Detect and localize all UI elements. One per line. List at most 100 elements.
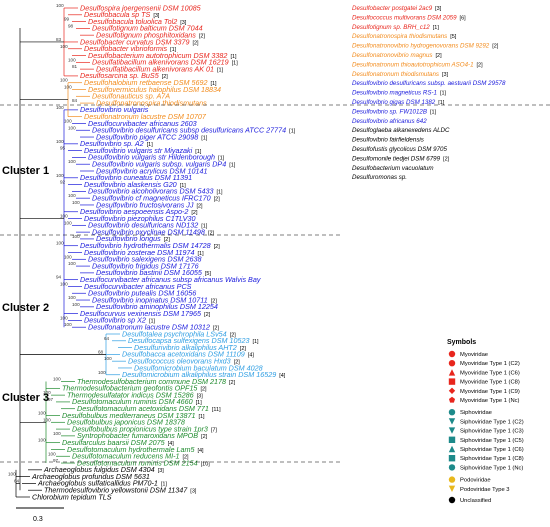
- taxon-name: Thermodesulfobacterium commune DSM 2178: [77, 377, 226, 386]
- taxon-label: Desulfovibrio salexigens DSM 2638: [88, 255, 201, 264]
- bootstrap-value: 64: [14, 478, 20, 483]
- isolate-count: [11]: [212, 407, 221, 413]
- taxon-label: Desulfovibrio vulgaris subsp. vulgaris D…: [92, 160, 236, 169]
- isolate-count: [2]: [204, 312, 211, 318]
- taxon-name: Desulfoglaeba alkanexedens ALDC: [352, 127, 450, 134]
- legend-label: Myoviridae: [460, 352, 488, 358]
- bootstrap-value: 100: [68, 261, 76, 266]
- isolate-count: [2]: [214, 244, 221, 250]
- scale-bar: 0.3: [16, 507, 64, 523]
- isolate-count: [2]: [162, 74, 169, 80]
- taxon-name: Desulfovibrio longus: [96, 234, 161, 243]
- legend-symbol: [448, 387, 456, 394]
- taxon-name: Desulfosarcina sp. BuS5: [80, 71, 160, 80]
- isolate-count: [3]: [190, 489, 197, 495]
- isolate-count: [2]: [492, 44, 499, 50]
- taxon-label: Archaeoglobus fulgidus DSM 4304 [3]: [43, 465, 164, 474]
- taxon-label: Archaeoglobus profundus DSM 5631: [31, 472, 150, 481]
- legend-label: Myoviridae Type 1 (C2): [460, 361, 520, 367]
- taxon-label: Desulfocurvibacter africanus 2603: [88, 119, 197, 128]
- taxon-label: Desulfovibrio alcoholivorans DSM 5433 [1]: [88, 187, 223, 196]
- isolate-count: [1]: [161, 482, 168, 488]
- isolate-count: [2]: [201, 434, 208, 440]
- bootstrap-value: 100: [56, 3, 64, 8]
- taxon-name: Desulfovibrio aminophilus DSM 12254: [96, 302, 218, 311]
- legend-label: Siphoviridae Type 1 (C5): [460, 438, 524, 444]
- taxon-label: Archaeoglobus sulfaticallidus PM70-1 [1]: [37, 479, 167, 488]
- bootstrap-value: 100: [72, 234, 80, 239]
- taxon-name: Desulfocurvus vexinensis DSM 17965: [80, 309, 202, 318]
- bootstrap-value: 68: [98, 349, 104, 354]
- taxon-label: Desulfotomaculum ruminis DSM 4660 [1]: [72, 397, 202, 406]
- taxon-name: Desulfovibrio alaskensis G20: [84, 180, 177, 189]
- taxon-name: Desulfovibrio cf magneticus IFRC170: [92, 193, 211, 202]
- isolate-count: [2]: [214, 196, 221, 202]
- taxon-name: Desulfotomaculum hydrothermale Lam5: [67, 445, 195, 454]
- right-taxon-label: Desulfovibrio fairfieldensis: [352, 137, 424, 144]
- taxon-label: Desulfomicrobium baculatum DSM 4028: [134, 363, 263, 372]
- taxon-name: Archaeoglobus sulfaticallidus PM70-1: [37, 479, 158, 488]
- taxon-name: Desulfovibrio alcoholivorans DSM 5433: [88, 187, 213, 196]
- taxon-name: Desulfobacterium vacuolatum: [352, 165, 434, 172]
- bootstrap-value: 99: [64, 17, 70, 22]
- right-taxon-label: Desulfoglaeba alkanexedens ALDC: [352, 127, 450, 134]
- taxon-name: Desulfofustis glycolicus DSM 9705: [352, 146, 447, 153]
- right-taxon-label: Desulfomonile tiedjei DSM 6799 [2]: [352, 155, 450, 162]
- isolate-count: [2]: [164, 237, 171, 243]
- bootstrap-value: 83: [56, 37, 62, 42]
- bootstrap-value: 100: [56, 173, 64, 178]
- taxon-name: Desulfovibrio sp. A2: [80, 139, 144, 148]
- bootstrap-value: 100: [60, 214, 68, 219]
- isolate-count: [2]: [182, 455, 189, 461]
- taxon-name: Desulfotomaculum ruminis DSM 4660: [72, 397, 193, 406]
- isolate-count: [1]: [149, 319, 156, 325]
- taxon-name: Desulfotomaculum ruminis DSM 2154: [77, 458, 198, 467]
- bootstrap-value: 100: [104, 356, 112, 361]
- taxon-name: Desulfovibrio fructosivorans JJ: [96, 200, 194, 209]
- taxon-name: Desulfobacterium autotrophicum DSM 3382: [88, 51, 227, 60]
- isolate-count: [2]: [443, 156, 450, 162]
- taxon-label: Desulfocurvus vexinensis DSM 17965 [2]: [80, 309, 211, 318]
- taxon-label: Desulfovibrio vulgaris str Hildenborough…: [88, 153, 225, 162]
- taxon-label: Desulfobacca acetoxidans DSM 11109 [4]: [122, 350, 254, 359]
- legend-label: Myoviridae Type 1 (C9): [460, 389, 520, 395]
- taxon-label: Desulfotomaculum ruminis DSM 2154 [10]: [77, 458, 210, 467]
- isolate-count: [2]: [234, 359, 241, 365]
- taxon-label: Desulfobulbus propionicus type strain 1p…: [72, 424, 217, 433]
- taxon-name: Desulfonauticus sp. A7A: [92, 92, 170, 101]
- taxon-name: Thermodesulfatator indicus DSM 15286: [67, 390, 194, 399]
- taxon-label: Desulfatibacillum alkenivorans AK 01 [1]: [96, 64, 224, 73]
- legend-label: Podoviridae: [460, 478, 491, 484]
- taxon-name: Desulfonatronum thioautotrophicum ASO4-1: [352, 61, 474, 68]
- isolate-count: [1]: [201, 135, 208, 141]
- taxon-name: Desulfovibrio vulgaris str Hildenborough: [88, 153, 215, 162]
- taxon-name: Desulfovibrio zosterae DSM 11974: [84, 248, 195, 257]
- isolate-count: [2]: [435, 53, 442, 59]
- legend-symbol: [448, 445, 456, 453]
- taxon-label: Desulfomicrobium alkaliphilus strain DSM…: [122, 370, 286, 379]
- legend-label: Siphoviridae Type 1 (C6): [460, 447, 524, 453]
- isolate-count: [1]: [232, 61, 239, 67]
- scale-bar-label: 0.3: [33, 516, 43, 523]
- taxon-label: Desulfovibrio putealis DSM 16056: [88, 289, 196, 298]
- taxon-name: Desulfovibrio desulfuricans ND132: [88, 221, 198, 230]
- isolate-count: [2]: [477, 62, 484, 68]
- taxon-name: Desulfonatronum thiodismutans: [352, 71, 439, 78]
- bootstrap-value: 100: [48, 451, 56, 456]
- legend-symbol: [448, 485, 456, 492]
- isolate-count: [1]: [440, 91, 447, 97]
- legend-label: Podoviridae Type 3: [460, 487, 510, 493]
- taxon-label: Desulfonatronospira thiodismutans: [96, 98, 207, 107]
- bootstrap-value: 100: [68, 295, 76, 300]
- isolate-count: [2]: [211, 298, 218, 304]
- isolate-count: [1]: [218, 156, 225, 162]
- isolate-count: [2]: [196, 203, 203, 209]
- taxon-name: Desulfovibrio piezophilus C1TLV30: [84, 214, 195, 223]
- taxon-name: Desulfonatronospira thiodismutans: [96, 98, 207, 107]
- taxon-name: Desulfovibrio sp. FW1012B: [352, 108, 427, 115]
- bootstrap-value: 100: [68, 159, 76, 164]
- taxon-name: Desulfotomaculum acetoxidans DSM 771: [77, 404, 209, 413]
- taxon-label: Desulfovibrio piger ATCC 29098 [1]: [96, 132, 208, 141]
- taxon-name: Desulfotignum sp. BRH_c12: [352, 24, 430, 31]
